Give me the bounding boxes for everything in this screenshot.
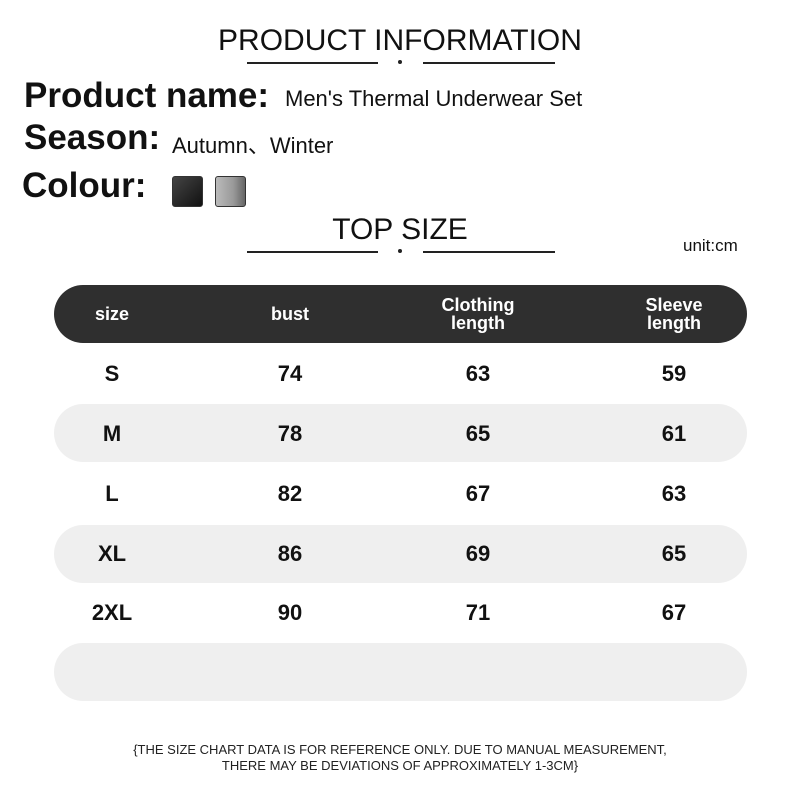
size-cell: XL: [97, 541, 127, 566]
season-label: Season:: [24, 118, 161, 157]
section-title: TOP SIZE: [332, 213, 468, 246]
measure-cell: 65: [465, 421, 491, 446]
name-value: Men's Thermal Underwear Set: [285, 86, 583, 111]
colour-label: Colour:: [22, 166, 147, 205]
divider: [247, 251, 378, 253]
season-value: Autumn、Winter: [172, 133, 334, 158]
size-cell: S: [104, 361, 120, 386]
divider: [423, 251, 555, 253]
row-band: [54, 643, 747, 701]
size-cell: 2XL: [91, 600, 133, 625]
header-cell: bust: [271, 304, 309, 324]
footnote: {THE SIZE CHART DATA IS FOR REFERENCE ON…: [133, 742, 667, 773]
divider-dot: [398, 249, 402, 253]
measure-cell: 65: [661, 541, 687, 566]
measure-cell: 82: [277, 481, 303, 506]
unit-label: unit:cm: [683, 236, 738, 255]
name-label: Product name:: [24, 76, 270, 115]
row-band: [54, 525, 747, 583]
header-cell: Sleeve length: [645, 295, 703, 333]
measure-cell: 59: [661, 361, 687, 386]
measure-cell: 78: [277, 421, 303, 446]
divider-dot: [398, 60, 402, 64]
header-cell: Clothing length: [441, 295, 515, 333]
measure-cell: 67: [465, 481, 491, 506]
measure-cell: 69: [465, 541, 491, 566]
measure-cell: 90: [277, 600, 303, 625]
measure-cell: 63: [661, 481, 687, 506]
colour-swatch-black: [172, 176, 203, 207]
measure-cell: 67: [661, 600, 687, 625]
measure-cell: 71: [465, 600, 491, 625]
measure-cell: 74: [277, 361, 303, 386]
size-cell: M: [102, 421, 122, 446]
table-header-band: [54, 285, 747, 343]
size-cell: L: [105, 481, 119, 506]
divider: [247, 62, 378, 64]
colour-swatch-gray: [215, 176, 246, 207]
page-title: PRODUCT INFORMATION: [218, 24, 582, 57]
divider: [423, 62, 555, 64]
measure-cell: 63: [465, 361, 491, 386]
header-cell: size: [94, 304, 130, 324]
measure-cell: 61: [661, 421, 687, 446]
row-band: [54, 404, 747, 462]
measure-cell: 86: [277, 541, 303, 566]
